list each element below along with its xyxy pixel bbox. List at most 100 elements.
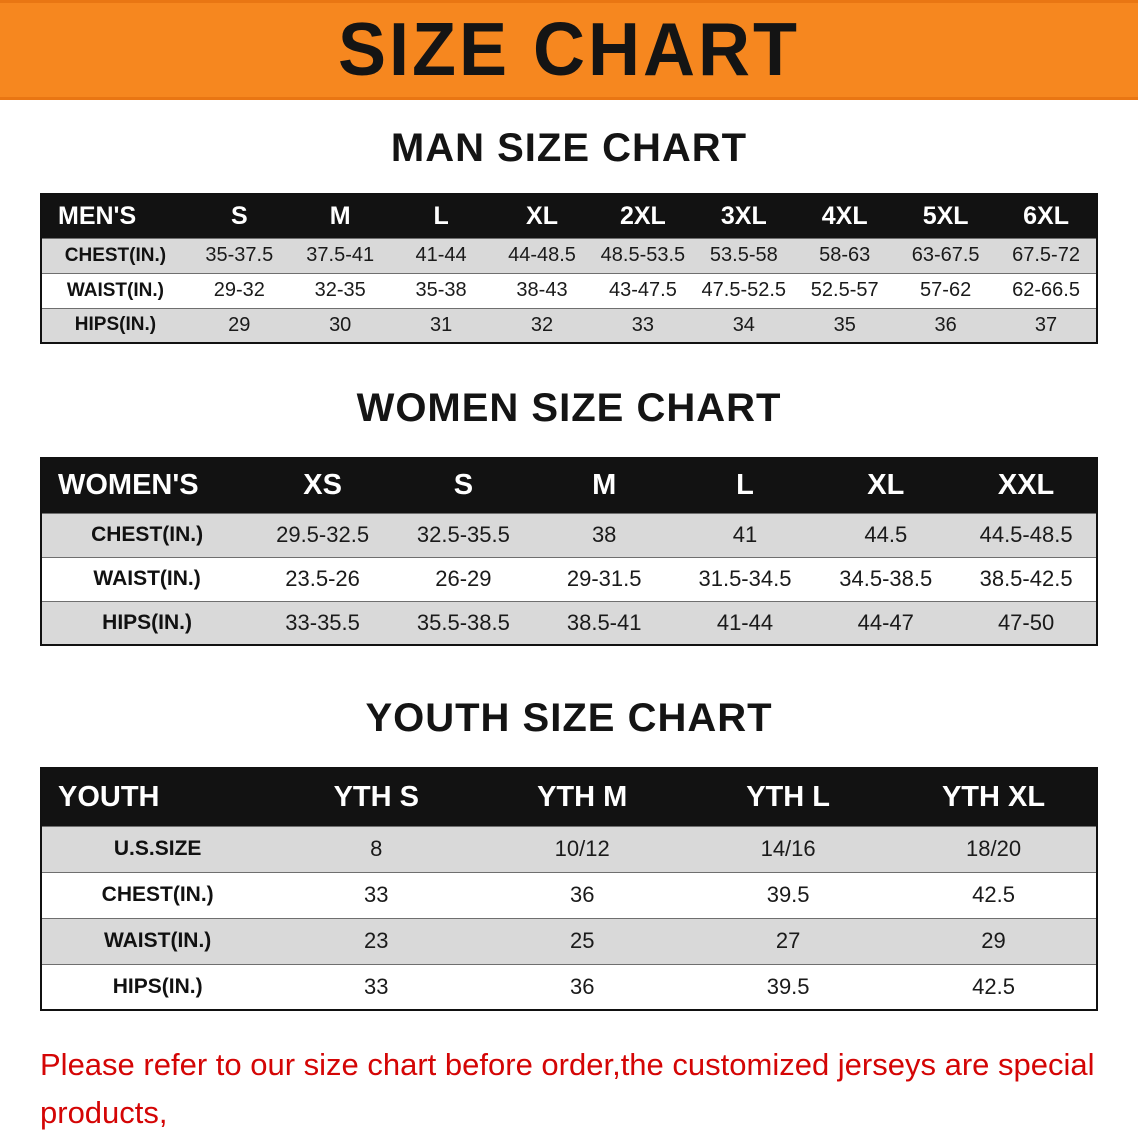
size-value: 38 bbox=[591, 522, 617, 547]
col-header: S bbox=[188, 194, 290, 238]
size-value: 30 bbox=[329, 313, 352, 336]
size-value: 31 bbox=[429, 313, 453, 336]
row-label: WAIST(IN.) bbox=[103, 929, 212, 952]
size-value: 44-48.5 bbox=[508, 244, 576, 266]
col-header: YTH L bbox=[685, 768, 892, 826]
disclaimer-line-1: Please refer to our size chart before or… bbox=[40, 1047, 1095, 1131]
youth-header-row: YOUTH YTH S YTH M YTH L YTH XL bbox=[41, 768, 1097, 826]
disclaimer-note: Please refer to our size chart before or… bbox=[40, 1041, 1110, 1132]
size-value: 58-63 bbox=[819, 244, 871, 266]
col-header: 5XL bbox=[895, 194, 997, 238]
size-value: 33 bbox=[631, 313, 655, 336]
size-value: 29 bbox=[228, 313, 251, 336]
size-value: 63-67.5 bbox=[911, 244, 980, 266]
women-header-row: WOMEN'S XS S M L XL XXL bbox=[41, 458, 1097, 513]
banner-title: SIZE CHART bbox=[338, 8, 800, 93]
table-row: HIPS(IN.) 29 30 31 32 33 34 35 36 37 bbox=[41, 308, 1097, 343]
size-value: 43-47.5 bbox=[608, 279, 677, 301]
col-header: L bbox=[390, 194, 492, 238]
size-value: 33-35.5 bbox=[285, 609, 360, 635]
row-label: U.S.SIZE bbox=[113, 837, 202, 860]
youth-table-corner-label: YOUTH bbox=[41, 768, 274, 826]
size-value: 32 bbox=[530, 313, 554, 336]
youth-section-title: YOUTH SIZE CHART bbox=[365, 696, 773, 740]
size-value: 29.5-32.5 bbox=[276, 522, 370, 547]
size-value: 14/16 bbox=[760, 836, 816, 861]
size-value: 41-44 bbox=[415, 244, 467, 266]
row-label: WAIST(IN.) bbox=[66, 279, 164, 301]
table-row: WAIST(IN.) 23 25 27 29 bbox=[41, 918, 1097, 964]
size-value: 37 bbox=[1034, 313, 1058, 336]
row-label: CHEST(IN.) bbox=[91, 523, 204, 546]
table-row: CHEST(IN.) 29.5-32.5 32.5-35.5 38 41 44.… bbox=[41, 513, 1097, 557]
table-row: WAIST(IN.) 29-32 32-35 35-38 38-43 43-47… bbox=[41, 273, 1097, 308]
size-value: 23.5-26 bbox=[285, 566, 360, 591]
size-value: 29 bbox=[981, 928, 1006, 953]
size-value: 62-66.5 bbox=[1012, 279, 1080, 301]
row-label: CHEST(IN.) bbox=[64, 244, 167, 266]
row-label: HIPS(IN.) bbox=[102, 610, 193, 634]
men-size-table: MEN'S S M L XL 2XL 3XL 4XL 5XL 6XL CHEST… bbox=[40, 193, 1098, 344]
size-value: 38.5-42.5 bbox=[979, 566, 1073, 591]
col-header: XXL bbox=[956, 458, 1097, 513]
women-size-table: WOMEN'S XS S M L XL XXL CHEST(IN.) 29.5-… bbox=[40, 457, 1098, 646]
size-value: 32.5-35.5 bbox=[416, 522, 510, 547]
size-value: 47-50 bbox=[997, 609, 1055, 635]
size-value: 53.5-58 bbox=[709, 244, 778, 266]
size-value: 33 bbox=[364, 973, 389, 999]
size-value: 34.5-38.5 bbox=[839, 566, 933, 591]
col-header: M bbox=[289, 194, 391, 238]
size-value: 47.5-52.5 bbox=[701, 279, 787, 301]
size-value: 38-43 bbox=[516, 279, 568, 301]
table-row: U.S.SIZE 8 10/12 14/16 18/20 bbox=[41, 826, 1097, 872]
size-value: 39.5 bbox=[766, 973, 810, 999]
size-value: 37.5-41 bbox=[306, 244, 375, 266]
size-value: 39.5 bbox=[766, 882, 810, 907]
size-value: 23 bbox=[364, 928, 389, 953]
col-header: 3XL bbox=[693, 194, 795, 238]
table-row: HIPS(IN.) 33 36 39.5 42.5 bbox=[41, 964, 1097, 1010]
col-header: 6XL bbox=[996, 194, 1097, 238]
col-header: XL bbox=[491, 194, 593, 238]
row-label: HIPS(IN.) bbox=[112, 974, 203, 998]
row-label: WAIST(IN.) bbox=[93, 567, 201, 590]
size-value: 35 bbox=[833, 313, 856, 336]
table-row: WAIST(IN.) 23.5-26 26-29 29-31.5 31.5-34… bbox=[41, 557, 1097, 601]
size-value: 67.5-72 bbox=[1012, 244, 1080, 266]
size-value: 57-62 bbox=[920, 279, 972, 301]
size-value: 38.5-41 bbox=[566, 609, 642, 635]
size-value: 41-44 bbox=[716, 609, 774, 635]
size-value: 10/12 bbox=[554, 836, 610, 861]
size-value: 35-38 bbox=[415, 279, 467, 301]
size-value: 32-35 bbox=[314, 279, 366, 301]
banner: SIZE CHART bbox=[0, 0, 1138, 100]
col-header: L bbox=[674, 458, 816, 513]
size-value: 44.5 bbox=[864, 522, 908, 547]
row-label: CHEST(IN.) bbox=[101, 883, 214, 906]
size-value: 36 bbox=[569, 973, 595, 999]
women-section-title: WOMEN SIZE CHART bbox=[356, 386, 782, 430]
men-section-title: MAN SIZE CHART bbox=[390, 126, 748, 170]
men-header-row: MEN'S S M L XL 2XL 3XL 4XL 5XL 6XL bbox=[41, 194, 1097, 238]
col-header: XL bbox=[815, 458, 957, 513]
col-header: XS bbox=[252, 458, 393, 513]
size-value: 35-37.5 bbox=[205, 244, 274, 266]
size-value: 25 bbox=[569, 928, 595, 953]
size-value: 29-31.5 bbox=[566, 566, 642, 591]
size-value: 42.5 bbox=[972, 973, 1015, 999]
col-header: S bbox=[392, 458, 534, 513]
row-label: HIPS(IN.) bbox=[74, 314, 157, 336]
size-value: 42.5 bbox=[972, 882, 1015, 907]
size-value: 8 bbox=[370, 836, 383, 861]
col-header: YTH XL bbox=[891, 768, 1097, 826]
size-value: 44-47 bbox=[857, 609, 914, 635]
size-value: 44.5-48.5 bbox=[979, 522, 1073, 547]
size-value: 52.5-57 bbox=[810, 279, 879, 301]
women-table-corner-label: WOMEN'S bbox=[41, 458, 253, 513]
size-value: 26-29 bbox=[435, 566, 492, 591]
size-value: 33 bbox=[364, 882, 389, 907]
table-row: CHEST(IN.) 33 36 39.5 42.5 bbox=[41, 872, 1097, 918]
youth-size-table: YOUTH YTH S YTH M YTH L YTH XL U.S.SIZE … bbox=[40, 767, 1098, 1011]
men-table-corner-label: MEN'S bbox=[41, 194, 189, 238]
